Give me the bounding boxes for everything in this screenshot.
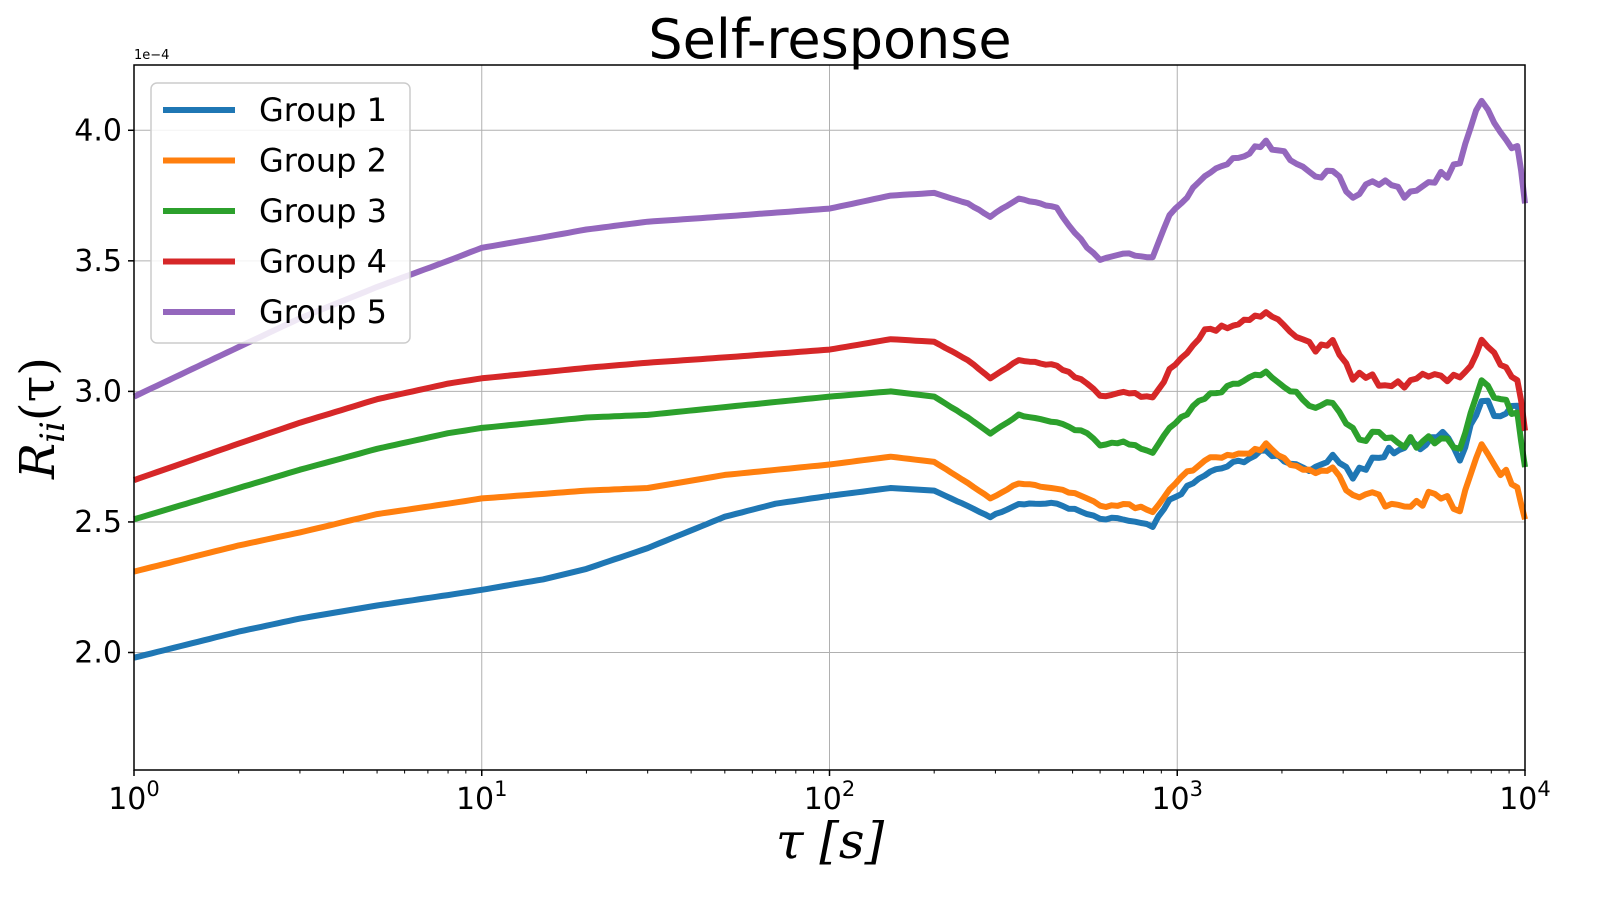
y-axis-label: Rii(τ) [10, 357, 73, 480]
x-tick-label: 100 [108, 777, 160, 817]
y-tick-label: 4.0 [74, 113, 122, 148]
legend: Group 1 Group 2 Group 3 Group 4 Group 5 [150, 82, 411, 344]
y-tick-label: 2.5 [74, 505, 122, 540]
y-tick-label: 2.0 [74, 636, 122, 671]
series-layer [132, 97, 1528, 661]
y-offset-label: 1e−4 [134, 48, 169, 63]
y-tick-label: 3.0 [74, 374, 122, 409]
x-axis-label-text: τ [s] [776, 812, 885, 870]
series-line [132, 309, 1528, 484]
y-ticks: 2.0 2.5 3.0 3.5 4.0 [74, 113, 134, 671]
x-tick-label: 103 [1151, 777, 1203, 817]
x-axis-label: τ [s] [776, 812, 885, 870]
y-axis-label-text: Rii(τ) [10, 357, 73, 480]
chart-title: Self-response [648, 8, 1011, 71]
legend-label: Group 3 [259, 192, 387, 230]
legend-box [150, 82, 411, 344]
series-line [133, 368, 1528, 523]
x-tick-label: 104 [1499, 777, 1551, 817]
legend-label: Group 4 [259, 243, 387, 281]
x-tick-label: 102 [804, 777, 856, 817]
legend-label: Group 5 [259, 293, 387, 331]
y-tick-label: 3.5 [74, 244, 122, 279]
x-ticks: 100 101 102 103 104 [108, 770, 1551, 817]
legend-label: Group 1 [259, 91, 387, 129]
series-line [133, 440, 1528, 575]
legend-label: Group 2 [259, 142, 387, 180]
x-tick-label: 101 [456, 777, 508, 817]
